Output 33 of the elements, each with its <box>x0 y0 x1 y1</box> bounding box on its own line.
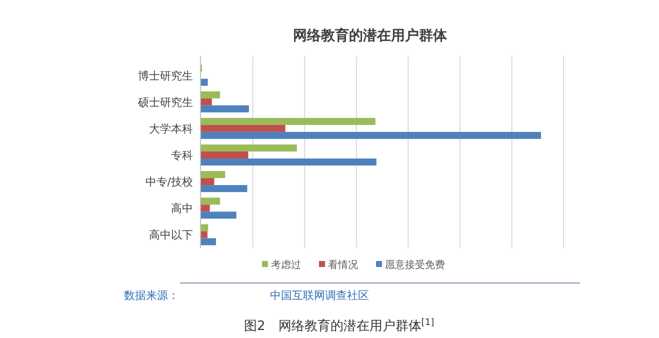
text: 中国互联网调查社区 <box>270 289 369 302</box>
bar <box>201 212 236 219</box>
bar <box>201 105 249 112</box>
legend-label: 考虑过 <box>271 259 301 271</box>
y-tick-label: 高中以下 <box>149 228 193 242</box>
y-tick-label: 大学本科 <box>149 122 193 136</box>
bar <box>201 204 210 212</box>
source-note: 数据来源： <box>124 289 179 302</box>
legend-label: 愿意接受免费 <box>385 259 445 271</box>
legend-label: 看情况 <box>328 259 358 271</box>
bar <box>201 178 214 186</box>
y-tick-label: 博士研究生 <box>138 69 193 82</box>
chart-title: 网络教育的潜在用户群体 <box>293 27 448 44</box>
bar <box>201 152 248 158</box>
bar <box>201 238 216 246</box>
bar <box>201 91 220 98</box>
bar <box>201 144 297 152</box>
caption: 图2 网络教育的潜在用户群体$^{[1]}$ <box>244 318 434 334</box>
bar <box>201 98 212 106</box>
y-tick-label: 专科 <box>171 149 193 162</box>
bar <box>201 158 376 166</box>
y-tick-label: 硕士研究生 <box>137 96 193 109</box>
y-tick-label: 中专/技校 <box>145 176 193 189</box>
bar <box>201 224 208 232</box>
bar <box>201 124 286 132</box>
bar <box>201 78 208 86</box>
bar <box>201 231 208 238</box>
bar <box>201 198 220 205</box>
bar <box>201 185 248 192</box>
y-tick-label: 高中 <box>171 202 193 216</box>
bar <box>201 132 541 139</box>
bar <box>201 118 376 125</box>
bar <box>201 171 226 178</box>
